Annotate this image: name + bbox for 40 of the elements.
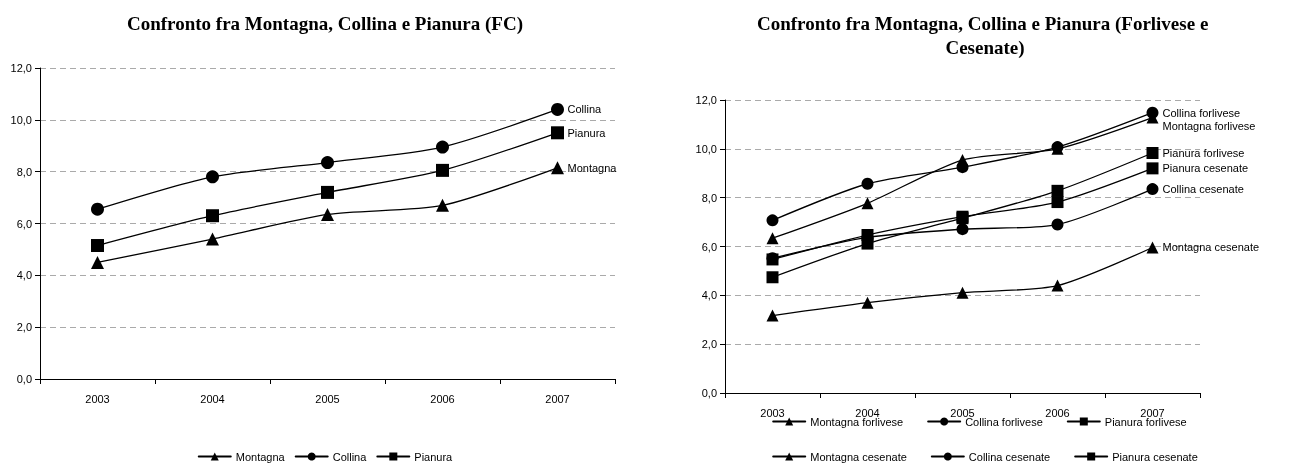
y-tick-label: 0,0 <box>701 387 717 399</box>
y-tick-label: 8,0 <box>16 165 32 178</box>
legend-label: Collina <box>332 450 368 463</box>
y-tick-label: 6,0 <box>701 240 717 253</box>
legend-label: Collina cesenate <box>968 450 1051 463</box>
x-tick-label: 2004 <box>200 392 225 405</box>
text: Pianura <box>567 126 606 139</box>
chart-title: Confronto fra Montagna, Collina e Pianura (Forlivese e Cesenate) <box>756 12 1214 59</box>
y-tick-label: 2,0 <box>16 321 32 334</box>
x-tick-label: 2007 <box>545 392 570 405</box>
text: Collina <box>567 103 602 116</box>
legend-label: Pianura <box>414 450 454 463</box>
y-tick-label: 2,0 <box>701 338 717 351</box>
y-tick-label: 4,0 <box>701 289 717 302</box>
legend-label: Montagna <box>235 450 286 463</box>
y-tick-label: 4,0 <box>16 269 32 282</box>
text: Pianura cesenate <box>1162 162 1249 175</box>
text: Collina forlivese <box>1162 106 1241 119</box>
x-tick-label: 2003 <box>760 406 785 419</box>
text: Collina cesenate <box>1162 183 1244 196</box>
x-tick-label: 2007 <box>1140 406 1165 419</box>
y-tick-label: 8,0 <box>701 191 717 204</box>
y-tick-label: 12,0 <box>695 94 717 106</box>
x-tick-label: 2005 <box>315 392 340 405</box>
y-tick-label: 10,0 <box>10 113 32 126</box>
text: Montagna cesenate <box>1162 241 1260 254</box>
text: Montagna <box>567 161 617 174</box>
text: Pianura forlivese <box>1162 146 1245 159</box>
y-tick-label: 12,0 <box>10 62 32 74</box>
y-tick-label: 10,0 <box>695 142 717 155</box>
x-tick-label: 2003 <box>85 392 110 405</box>
legend-label: Pianura cesenate <box>1112 450 1198 463</box>
legend-label: Montagna cesenate <box>810 450 907 463</box>
text: Montagna forlivese <box>1162 119 1256 132</box>
chart-title: Confronto fra Montagna, Collina e Pianura (FC) <box>127 12 523 35</box>
y-tick-label: 6,0 <box>16 217 32 230</box>
x-tick-label: 2006 <box>1045 406 1070 419</box>
x-tick-label: 2004 <box>855 406 880 419</box>
x-tick-label: 2006 <box>430 392 455 405</box>
y-tick-label: 0,0 <box>16 373 32 385</box>
